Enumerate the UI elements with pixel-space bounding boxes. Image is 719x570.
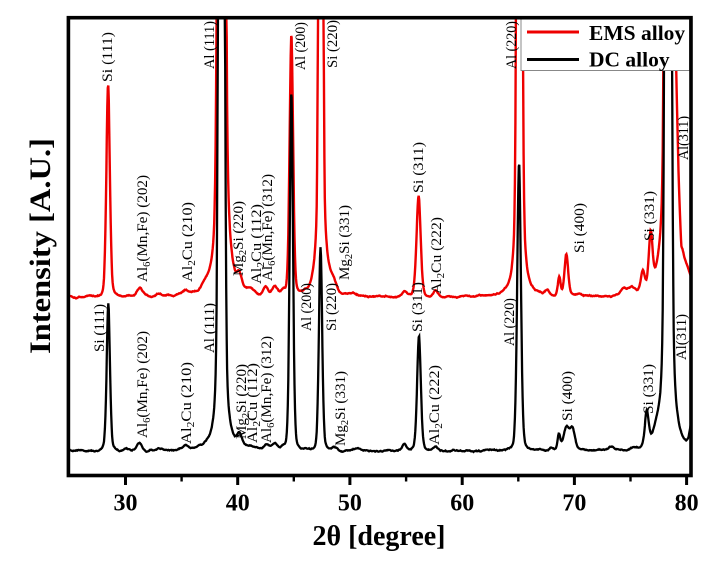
svg-text:Mg2​Si (220): Mg2​Si (220) (231, 201, 249, 276)
svg-text:Al6​(Mn,Fe) (202): Al6​(Mn,Fe) (202) (135, 175, 153, 282)
svg-text:2θ [degree]: 2θ [degree] (312, 521, 445, 552)
svg-text:30: 30 (114, 491, 138, 517)
svg-text:Al6​(Mn,Fe) (312): Al6​(Mn,Fe) (312) (260, 174, 278, 281)
svg-text:Al (220): Al (220) (502, 298, 518, 346)
svg-text:Al6​(Mn,Fe) (202): Al6​(Mn,Fe) (202) (135, 331, 153, 438)
svg-text:Si (111): Si (111) (92, 304, 108, 352)
svg-text:DC alloy: DC alloy (589, 48, 670, 72)
svg-text:Si (220): Si (220) (325, 20, 341, 68)
svg-text:Mg2​Si (331): Mg2​Si (331) (337, 205, 355, 280)
svg-text:Al2​Cu (210): Al2​Cu (210) (180, 202, 198, 282)
svg-text:Si (311): Si (311) (410, 282, 426, 332)
svg-text:Al2​Cu (210): Al2​Cu (210) (179, 362, 197, 444)
svg-text:Al (111): Al (111) (202, 21, 218, 69)
svg-text:70: 70 (562, 491, 586, 517)
svg-text:80: 80 (675, 491, 699, 517)
svg-text:EMS alloy: EMS alloy (589, 21, 685, 45)
svg-text:Mg2​Si (220): Mg2​Si (220) (234, 364, 252, 439)
svg-text:Si (400): Si (400) (572, 203, 588, 253)
svg-text:Al(311): Al(311) (674, 314, 690, 360)
svg-text:Al2​Cu (222): Al2​Cu (222) (429, 217, 447, 294)
svg-text:Al(311): Al(311) (676, 116, 692, 160)
svg-text:Si (400): Si (400) (560, 371, 576, 421)
svg-text:Si (111): Si (111) (100, 32, 116, 82)
svg-text:Si (311): Si (311) (411, 142, 427, 193)
svg-text:40: 40 (226, 491, 250, 517)
svg-text:Intensity [A.U.]: Intensity [A.U.] (24, 138, 57, 354)
svg-text:Mg2​Si (331): Mg2​Si (331) (333, 371, 351, 446)
svg-text:Si (220): Si (220) (324, 283, 340, 331)
svg-text:Si (331): Si (331) (642, 191, 658, 241)
svg-text:50: 50 (338, 491, 362, 517)
svg-text:Al (220): Al (220) (504, 21, 520, 69)
svg-text:Al (200): Al (200) (293, 22, 309, 70)
svg-text:Al2​Cu (222): Al2​Cu (222) (427, 365, 445, 445)
svg-text:60: 60 (450, 491, 474, 517)
svg-text:Si (331): Si (331) (641, 364, 657, 414)
svg-text:Al (200): Al (200) (299, 283, 315, 331)
svg-text:Al6​(Mn,Fe) (312): Al6​(Mn,Fe) (312) (259, 336, 277, 443)
svg-text:Al (111): Al (111) (202, 303, 218, 353)
